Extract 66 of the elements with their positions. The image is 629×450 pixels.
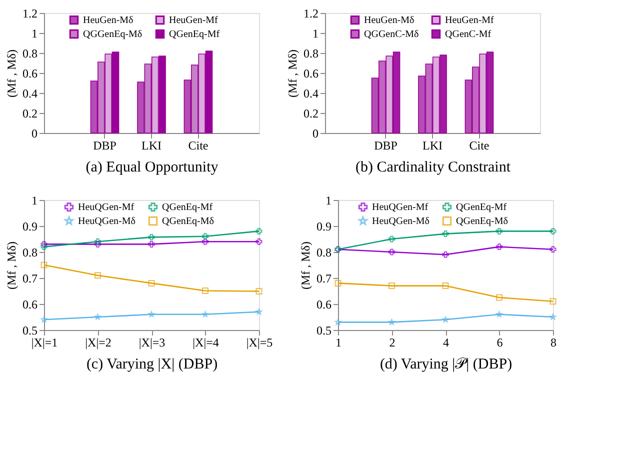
- y-tick-label: 0.6: [316, 298, 332, 312]
- y-tick-label: 0.8: [316, 246, 332, 260]
- y-tick-label: 0.6: [304, 66, 318, 80]
- legend-label: QGenEq-Mf: [169, 29, 220, 40]
- x-tick-label: |X|=4: [192, 336, 219, 350]
- legend-label: QGenEq-Mδ: [456, 216, 508, 227]
- x-axis-title: (c) Varying |X| (DBP): [86, 356, 218, 372]
- x-tick-label: 4: [443, 336, 449, 350]
- y-axis-title: (Mf , Mδ): [286, 50, 300, 98]
- y-tick-label: 1.2: [304, 6, 318, 20]
- x-tick-label: DBP: [374, 138, 398, 152]
- y-tick-label: 0: [312, 126, 318, 140]
- x-tick-label: 8: [550, 336, 556, 350]
- x-axis-title: (b) Cardinality Constraint: [356, 160, 512, 176]
- y-axis-title: (Mf , Mδ): [4, 50, 18, 98]
- x-tick-label: |X|=1: [31, 336, 58, 350]
- y-tick-label: 0.6: [22, 298, 38, 312]
- y-axis-title: (Mf , Mδ): [298, 242, 312, 290]
- y-tick-label: 0.6: [22, 66, 38, 80]
- y-tick-label: 0.2: [22, 106, 38, 120]
- x-tick-label: 6: [496, 336, 503, 350]
- legend-label: QGenEq-Mf: [456, 202, 508, 214]
- x-tick-label: Cite: [188, 138, 208, 152]
- x-axis-title: (a) Equal Opportunity: [86, 160, 219, 176]
- y-tick-label: 0.8: [304, 46, 318, 60]
- y-tick-label: 0.7: [316, 272, 332, 286]
- y-tick-label: 0.8: [22, 46, 38, 60]
- y-tick-label: 0.7: [22, 272, 38, 286]
- y-axis-title: (Mf , Mδ): [4, 242, 18, 290]
- legend-label: QGenEq-Mf: [162, 202, 214, 214]
- y-tick-label: 0.9: [316, 220, 332, 234]
- y-tick-label: 0.4: [304, 86, 318, 100]
- x-tick-label: 2: [389, 336, 396, 350]
- y-tick-label: 0.4: [22, 86, 38, 100]
- x-axis-title: (d) Varying |𝒫| (DBP): [380, 356, 512, 372]
- legend-label: HeuGen-Mδ: [83, 15, 134, 26]
- y-tick-label: 0.5: [22, 324, 38, 338]
- legend-label: HeuQGen-Mδ: [78, 216, 136, 227]
- legend-label: QGGenEq-Mδ: [83, 29, 142, 40]
- y-tick-label: 1: [32, 194, 38, 208]
- x-tick-label: |X|=2: [85, 336, 112, 350]
- x-tick-label: LKI: [142, 138, 162, 152]
- legend-label: QGenC-Mf: [445, 29, 492, 40]
- legend-label: QGGenC-Mδ: [364, 29, 419, 40]
- x-tick-label: Cite: [469, 138, 490, 152]
- y-tick-label: 1: [326, 194, 332, 208]
- y-tick-label: 0.5: [316, 324, 332, 338]
- x-tick-label: |X|=5: [246, 336, 273, 350]
- x-tick-label: 1: [336, 336, 342, 350]
- y-tick-label: 0.2: [304, 106, 318, 120]
- y-tick-label: 0.9: [22, 220, 38, 234]
- y-tick-label: 1: [312, 26, 318, 40]
- legend-label: HeuGen-Mδ: [364, 15, 415, 26]
- x-tick-label: DBP: [93, 138, 117, 152]
- legend-label: HeuQGen-Mf: [372, 202, 429, 214]
- legend-label: HeuQGen-Mδ: [372, 216, 430, 227]
- y-tick-label: 0.8: [22, 246, 38, 260]
- legend-label: QGenEq-Mδ: [162, 216, 214, 227]
- legend-label: HeuGen-Mf: [445, 15, 495, 26]
- y-tick-label: 1.2: [22, 6, 38, 20]
- x-tick-label: LKI: [422, 138, 442, 152]
- y-tick-label: 0: [32, 126, 38, 140]
- x-tick-label: |X|=3: [138, 336, 166, 350]
- legend-label: HeuGen-Mf: [169, 15, 219, 26]
- legend-label: HeuQGen-Mf: [78, 202, 135, 214]
- y-tick-label: 1: [32, 26, 38, 40]
